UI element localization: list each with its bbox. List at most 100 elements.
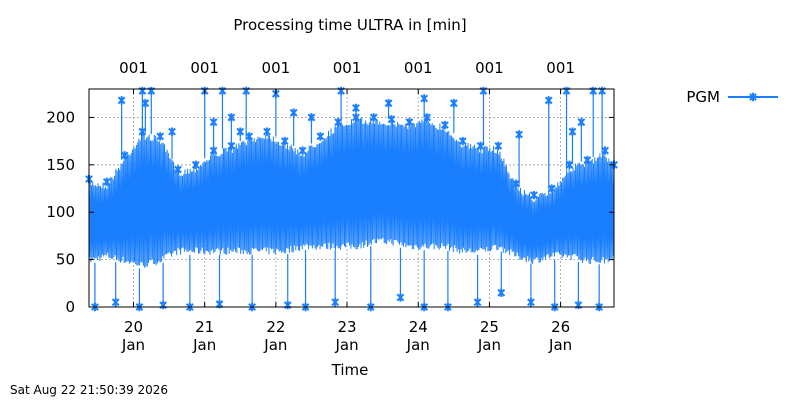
x-tick-label-day: 23 xyxy=(338,318,357,336)
point-pgm xyxy=(530,190,538,200)
timestamp: Sat Aug 22 21:50:39 2026 xyxy=(10,383,168,397)
spike-pgm xyxy=(515,130,523,139)
legend-marker-pgm xyxy=(749,92,757,102)
spike-pgm xyxy=(141,99,150,108)
point-pgm xyxy=(601,146,610,155)
point-pgm xyxy=(298,146,307,155)
x-tick-label-day: 26 xyxy=(551,318,570,336)
spike-pgm xyxy=(568,127,577,136)
top-tick-label: 001 xyxy=(190,59,219,77)
top-tick-label: 001 xyxy=(546,59,575,77)
y-tick-label: 50 xyxy=(56,251,75,269)
point-pgm xyxy=(405,117,414,127)
dip-pgm xyxy=(497,288,506,297)
point-pgm xyxy=(120,151,129,160)
dip-pgm xyxy=(331,298,340,307)
legend-label-pgm: PGM xyxy=(686,88,720,106)
point-pgm xyxy=(423,113,432,122)
dip-pgm xyxy=(283,300,292,310)
dip-pgm xyxy=(527,298,535,307)
x-tick-label-month: Jan xyxy=(263,336,287,354)
point-pgm xyxy=(476,141,485,151)
top-tick-label: 001 xyxy=(262,59,291,77)
x-tick-label-day: 24 xyxy=(409,318,428,336)
plot-frame xyxy=(88,88,615,308)
spike-pgm xyxy=(544,96,553,105)
top-tick-label: 001 xyxy=(119,59,148,77)
top-tick-label: 001 xyxy=(475,59,504,77)
x-tick-label-day: 22 xyxy=(266,318,285,336)
spike-pgm xyxy=(242,86,251,96)
x-tick-label-day: 21 xyxy=(195,318,214,336)
x-tick-label-month: Jan xyxy=(192,336,216,354)
dip-pgm xyxy=(396,293,405,302)
spike-pgm xyxy=(384,99,393,108)
top-axis: 001 001 001 001 001 001 001 xyxy=(119,59,575,94)
spike-pgm xyxy=(577,117,586,127)
x-tick-label-month: Jan xyxy=(406,336,430,354)
dip-pgm xyxy=(473,298,482,307)
point-pgm xyxy=(387,115,396,124)
point-pgm xyxy=(102,177,111,187)
spike-pgm xyxy=(138,86,147,96)
spike-pgm xyxy=(236,127,245,136)
point-pgm xyxy=(512,179,521,188)
spike-pgm xyxy=(337,86,346,96)
spike-pgm xyxy=(147,86,156,96)
top-tick-label: 001 xyxy=(404,59,433,77)
point-pgm xyxy=(174,165,182,174)
y-axis: 0 50 100 150 200 xyxy=(46,108,614,316)
dip-pgm xyxy=(159,300,168,310)
point-pgm xyxy=(156,132,165,141)
spike-pgm xyxy=(117,96,126,105)
spike-pgm xyxy=(307,113,316,122)
spike-pgm xyxy=(168,127,176,136)
point-pgm xyxy=(369,113,378,122)
x-tick-label-day: 20 xyxy=(124,318,143,336)
chart-title: Processing time ULTRA in [min] xyxy=(233,16,466,34)
spike-pgm xyxy=(449,99,458,108)
x-axis-label: Time xyxy=(331,361,369,379)
legend-marker-symbol xyxy=(749,92,757,102)
point-pgm xyxy=(458,136,467,146)
point-pgm xyxy=(547,184,556,193)
x-tick-label-month: Jan xyxy=(121,336,145,354)
y-tick-label: 0 xyxy=(65,298,75,316)
spike-pgm xyxy=(420,94,429,103)
spike-pgm xyxy=(227,113,236,122)
legend: PGM xyxy=(686,88,778,106)
point-pgm xyxy=(191,160,200,170)
point-pgm xyxy=(263,127,271,136)
top-tick-label: 001 xyxy=(333,59,362,77)
x-tick-label-day: 25 xyxy=(480,318,499,336)
point-pgm xyxy=(583,155,592,165)
point-pgm xyxy=(316,132,325,141)
spike-pgm xyxy=(352,103,360,113)
x-tick-label-month: Jan xyxy=(548,336,572,354)
point-pgm xyxy=(441,120,449,130)
spike-pgm xyxy=(562,86,571,96)
spike-pgm xyxy=(218,86,227,96)
spike-pgm xyxy=(289,108,298,117)
point-pgm xyxy=(280,136,289,146)
point-pgm xyxy=(245,132,254,141)
series-markers-pgm xyxy=(85,113,618,200)
x-tick-label-month: Jan xyxy=(334,336,358,354)
spike-pgm xyxy=(209,117,218,127)
y-tick-label: 150 xyxy=(46,156,75,174)
dip-pgm xyxy=(574,300,583,310)
point-pgm xyxy=(334,117,343,127)
dip-pgm xyxy=(111,298,120,307)
spike-pgm xyxy=(589,86,598,96)
series-line-pgm xyxy=(88,117,615,268)
point-pgm xyxy=(494,141,503,151)
spike-pgm xyxy=(479,86,488,96)
x-tick-label-month: Jan xyxy=(477,336,501,354)
spike-pgm xyxy=(598,86,607,96)
plot-area xyxy=(85,86,618,312)
y-tick-label: 100 xyxy=(46,203,75,221)
y-tick-label: 200 xyxy=(46,108,75,126)
point-pgm xyxy=(565,160,574,170)
